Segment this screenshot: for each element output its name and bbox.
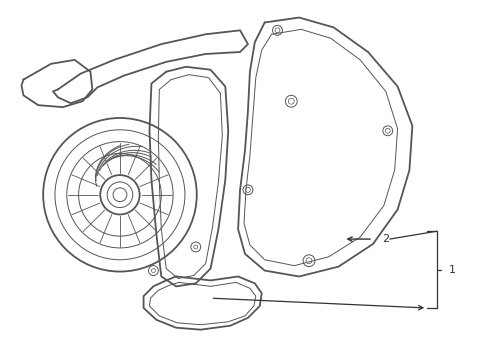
Text: 2: 2 bbox=[381, 234, 388, 244]
Text: 1: 1 bbox=[448, 265, 455, 275]
